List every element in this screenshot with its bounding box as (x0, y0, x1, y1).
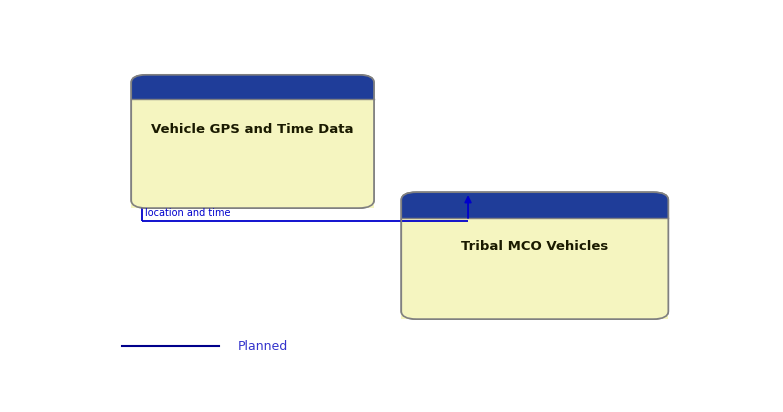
FancyBboxPatch shape (132, 75, 374, 208)
Bar (402, 218, 669, 319)
Text: Vehicle GPS and Time Data: Vehicle GPS and Time Data (151, 123, 354, 136)
FancyBboxPatch shape (402, 192, 669, 319)
Text: Planned: Planned (237, 339, 287, 353)
FancyBboxPatch shape (132, 75, 374, 208)
FancyBboxPatch shape (402, 192, 669, 319)
Text: location and time: location and time (145, 208, 231, 218)
Bar (132, 99, 374, 208)
Text: Tribal MCO Vehicles: Tribal MCO Vehicles (461, 239, 608, 253)
